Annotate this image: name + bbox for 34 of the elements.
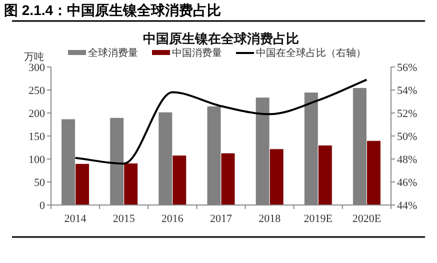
y2-tick-label: 52% [397,108,418,120]
y-tick-label: 250 [28,85,46,97]
y2-tick-label: 48% [397,154,418,166]
y-tick-label: 50 [34,177,46,189]
x-tick-label: 2017 [210,213,232,225]
bar [220,152,236,206]
chart-subtitle: 中国原生镍在全球消费占比 [143,31,299,46]
bar [366,140,381,206]
y2-tick-label: 46% [397,177,418,189]
y-tick-label: 150 [28,131,46,143]
x-tick-label: 2019E [304,213,333,225]
y2-tick-label: 50% [397,131,418,143]
y2-tick-label: 56% [397,62,418,74]
legend-label: 全球消费量 [88,47,138,59]
x-tick-label: 2018 [258,213,282,225]
x-tick-label: 2015 [112,213,136,225]
legend-label: 中国消费量 [172,47,222,59]
bar [269,148,284,206]
legend-label: 中国在全球占比（右轴） [256,47,366,59]
y2-tick-label: 54% [397,85,418,97]
y-axis-title: 万吨 [24,51,44,63]
x-tick-label: 2014 [64,213,87,225]
y-tick-label: 100 [28,154,46,166]
y2-tick-label: 44% [397,200,418,212]
chart-title: 图 2.1.4：中国原生镍全球消费占比 [4,2,222,18]
bar [124,162,138,206]
x-tick-label: 2016 [161,213,184,225]
bar [75,163,90,206]
bar [172,155,187,206]
bar [318,144,332,206]
y-tick-label: 200 [28,108,46,120]
y-tick-label: 0 [40,200,46,212]
x-tick-label: 2020E [352,213,382,225]
y-tick-label: 300 [28,62,46,74]
